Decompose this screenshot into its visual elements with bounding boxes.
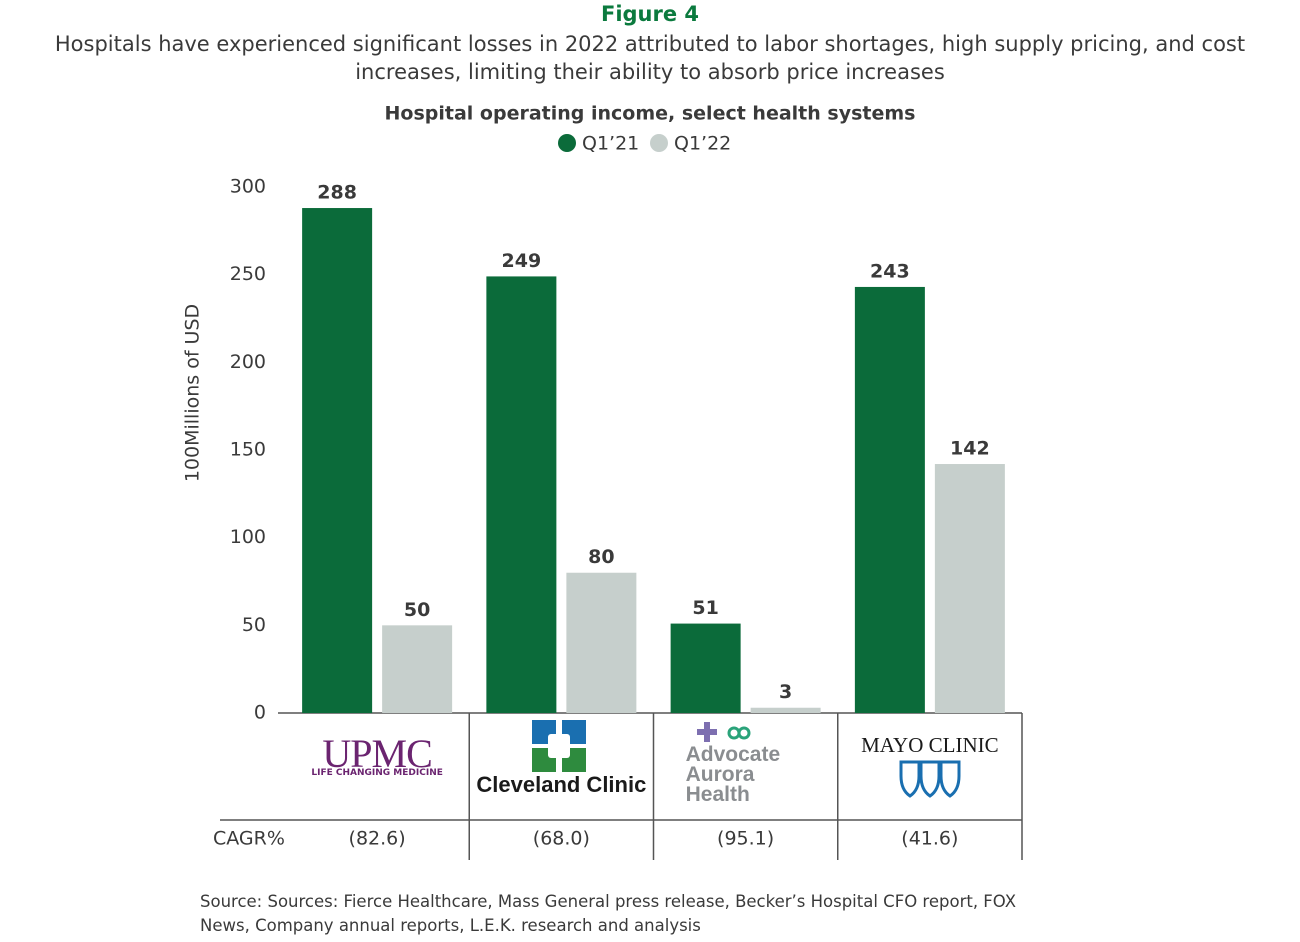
- y-tick-label: 250: [230, 263, 266, 285]
- value-label: 80: [588, 546, 614, 568]
- bar: [854, 286, 925, 713]
- value-label: 288: [317, 182, 357, 204]
- table-cell: (41.6): [901, 828, 958, 850]
- table-cell: (95.1): [717, 828, 774, 850]
- category-tagline: LIFE CHANGING MEDICINE: [311, 768, 443, 778]
- subtitle: Hospital operating income, select health…: [385, 103, 916, 125]
- table-row-label: CAGR%: [213, 828, 285, 850]
- bar: [486, 276, 557, 713]
- chart-title: Hospitals have experienced significant l…: [54, 32, 1246, 84]
- y-tick-label: 100: [230, 526, 266, 548]
- y-tick-label: 0: [254, 702, 266, 724]
- value-label: 51: [692, 597, 718, 619]
- cleveland-logo-mark: [532, 720, 586, 772]
- source-note: Source: Sources: Fierce Healthcare, Mass…: [200, 892, 1017, 935]
- value-label: 50: [404, 599, 430, 621]
- y-tick-label: 150: [230, 439, 266, 461]
- bar: [302, 208, 373, 714]
- mayo-logo-mark: [899, 760, 961, 798]
- bar: [566, 572, 637, 713]
- bar: [934, 464, 1005, 713]
- category-label: Cleveland Clinic: [476, 772, 647, 797]
- bar: [670, 623, 741, 713]
- figure-label: Figure 4: [600, 2, 700, 26]
- table-cell: (82.6): [349, 828, 406, 850]
- bar: [382, 625, 453, 713]
- bar: [750, 707, 821, 713]
- category-label: UPMC: [322, 731, 432, 776]
- category-label: MAYO CLINIC: [861, 733, 999, 757]
- y-tick-label: 200: [230, 351, 266, 373]
- category-label: Advocate Aurora Health: [685, 743, 781, 806]
- legend-label: Q1’22: [674, 133, 731, 155]
- advocate-logo-mark: [697, 722, 751, 742]
- table-cell: (68.0): [533, 828, 590, 850]
- value-label: 249: [502, 250, 542, 272]
- value-label: 243: [870, 260, 910, 282]
- legend-swatch: [650, 134, 668, 152]
- y-axis-label: 100Millions of USD: [182, 304, 204, 482]
- y-tick-label: 300: [230, 176, 266, 198]
- y-tick-label: 50: [242, 614, 266, 636]
- legend-swatch: [558, 134, 576, 152]
- value-label: 3: [779, 681, 792, 703]
- legend-label: Q1’21: [582, 133, 639, 155]
- value-label: 142: [950, 438, 990, 460]
